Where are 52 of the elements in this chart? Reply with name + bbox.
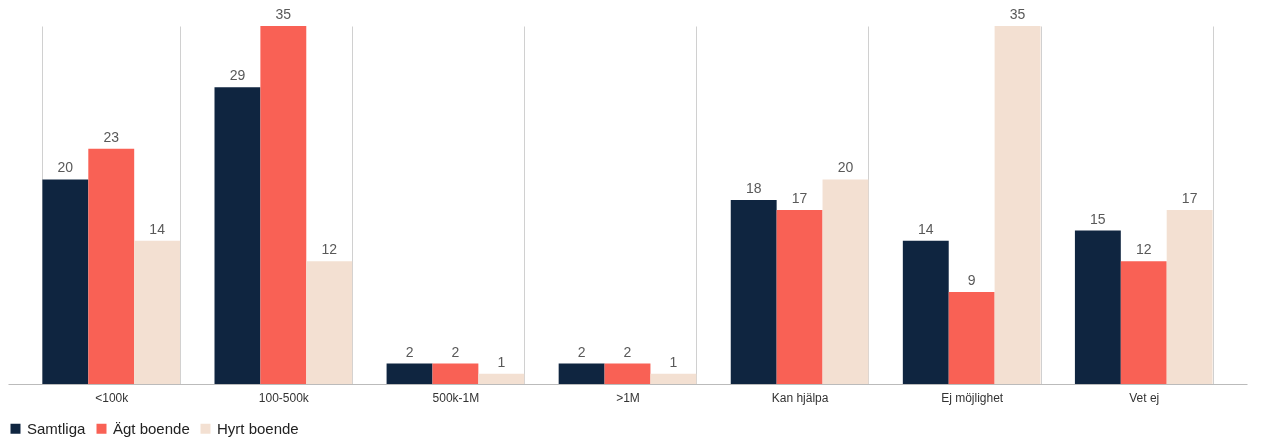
x-tick-label: Ej möjlighet xyxy=(941,390,1004,405)
data-label: 1 xyxy=(669,353,678,370)
bar xyxy=(604,363,651,384)
data-label: 2 xyxy=(577,343,586,360)
bar xyxy=(432,363,479,384)
bar xyxy=(948,291,995,384)
data-label: 12 xyxy=(321,241,338,258)
data-label: 14 xyxy=(917,220,934,237)
legend-label: Samtliga xyxy=(27,419,87,437)
data-label: 35 xyxy=(275,6,292,22)
bar xyxy=(88,148,135,384)
x-tick-label: Kan hjälpa xyxy=(771,390,829,405)
data-label: 20 xyxy=(837,159,854,176)
bar xyxy=(260,26,307,384)
data-label: 1 xyxy=(497,353,506,370)
data-label: 35 xyxy=(1009,6,1026,22)
data-label: 18 xyxy=(745,179,762,196)
data-label: 20 xyxy=(57,159,74,176)
x-tick-label: 100-500k xyxy=(258,390,310,405)
bar xyxy=(776,210,823,384)
bar xyxy=(478,373,525,384)
bar xyxy=(822,179,869,384)
bar xyxy=(1074,230,1121,384)
bar xyxy=(214,87,261,384)
bar xyxy=(730,199,777,384)
bar xyxy=(902,240,949,384)
data-label: 23 xyxy=(103,128,120,145)
bar xyxy=(134,240,181,384)
bar xyxy=(42,179,89,384)
data-label: 12 xyxy=(1135,241,1152,258)
data-label: 2 xyxy=(451,343,460,360)
bar xyxy=(558,363,605,384)
data-label: 29 xyxy=(229,67,246,84)
bar xyxy=(1166,210,1213,384)
x-tick-label: <100k xyxy=(95,390,130,405)
data-label: 9 xyxy=(967,271,976,288)
x-tick-label: 500k-1M xyxy=(432,390,480,405)
bar xyxy=(306,261,353,384)
x-tick-label: >1M xyxy=(616,390,640,405)
legend-label: Hyrt boende xyxy=(217,419,299,437)
legend-label: Ägt boende xyxy=(113,419,190,437)
x-tick-label: Vet ej xyxy=(1129,390,1160,405)
data-label: 15 xyxy=(1090,210,1106,227)
bar xyxy=(650,373,697,384)
bar xyxy=(994,26,1041,384)
bar xyxy=(386,363,433,384)
data-label: 14 xyxy=(149,220,166,237)
data-label: 2 xyxy=(623,343,632,360)
bar xyxy=(1120,261,1167,384)
data-label: 17 xyxy=(1181,190,1198,207)
data-label: 2 xyxy=(405,343,414,360)
data-label: 17 xyxy=(791,190,808,207)
